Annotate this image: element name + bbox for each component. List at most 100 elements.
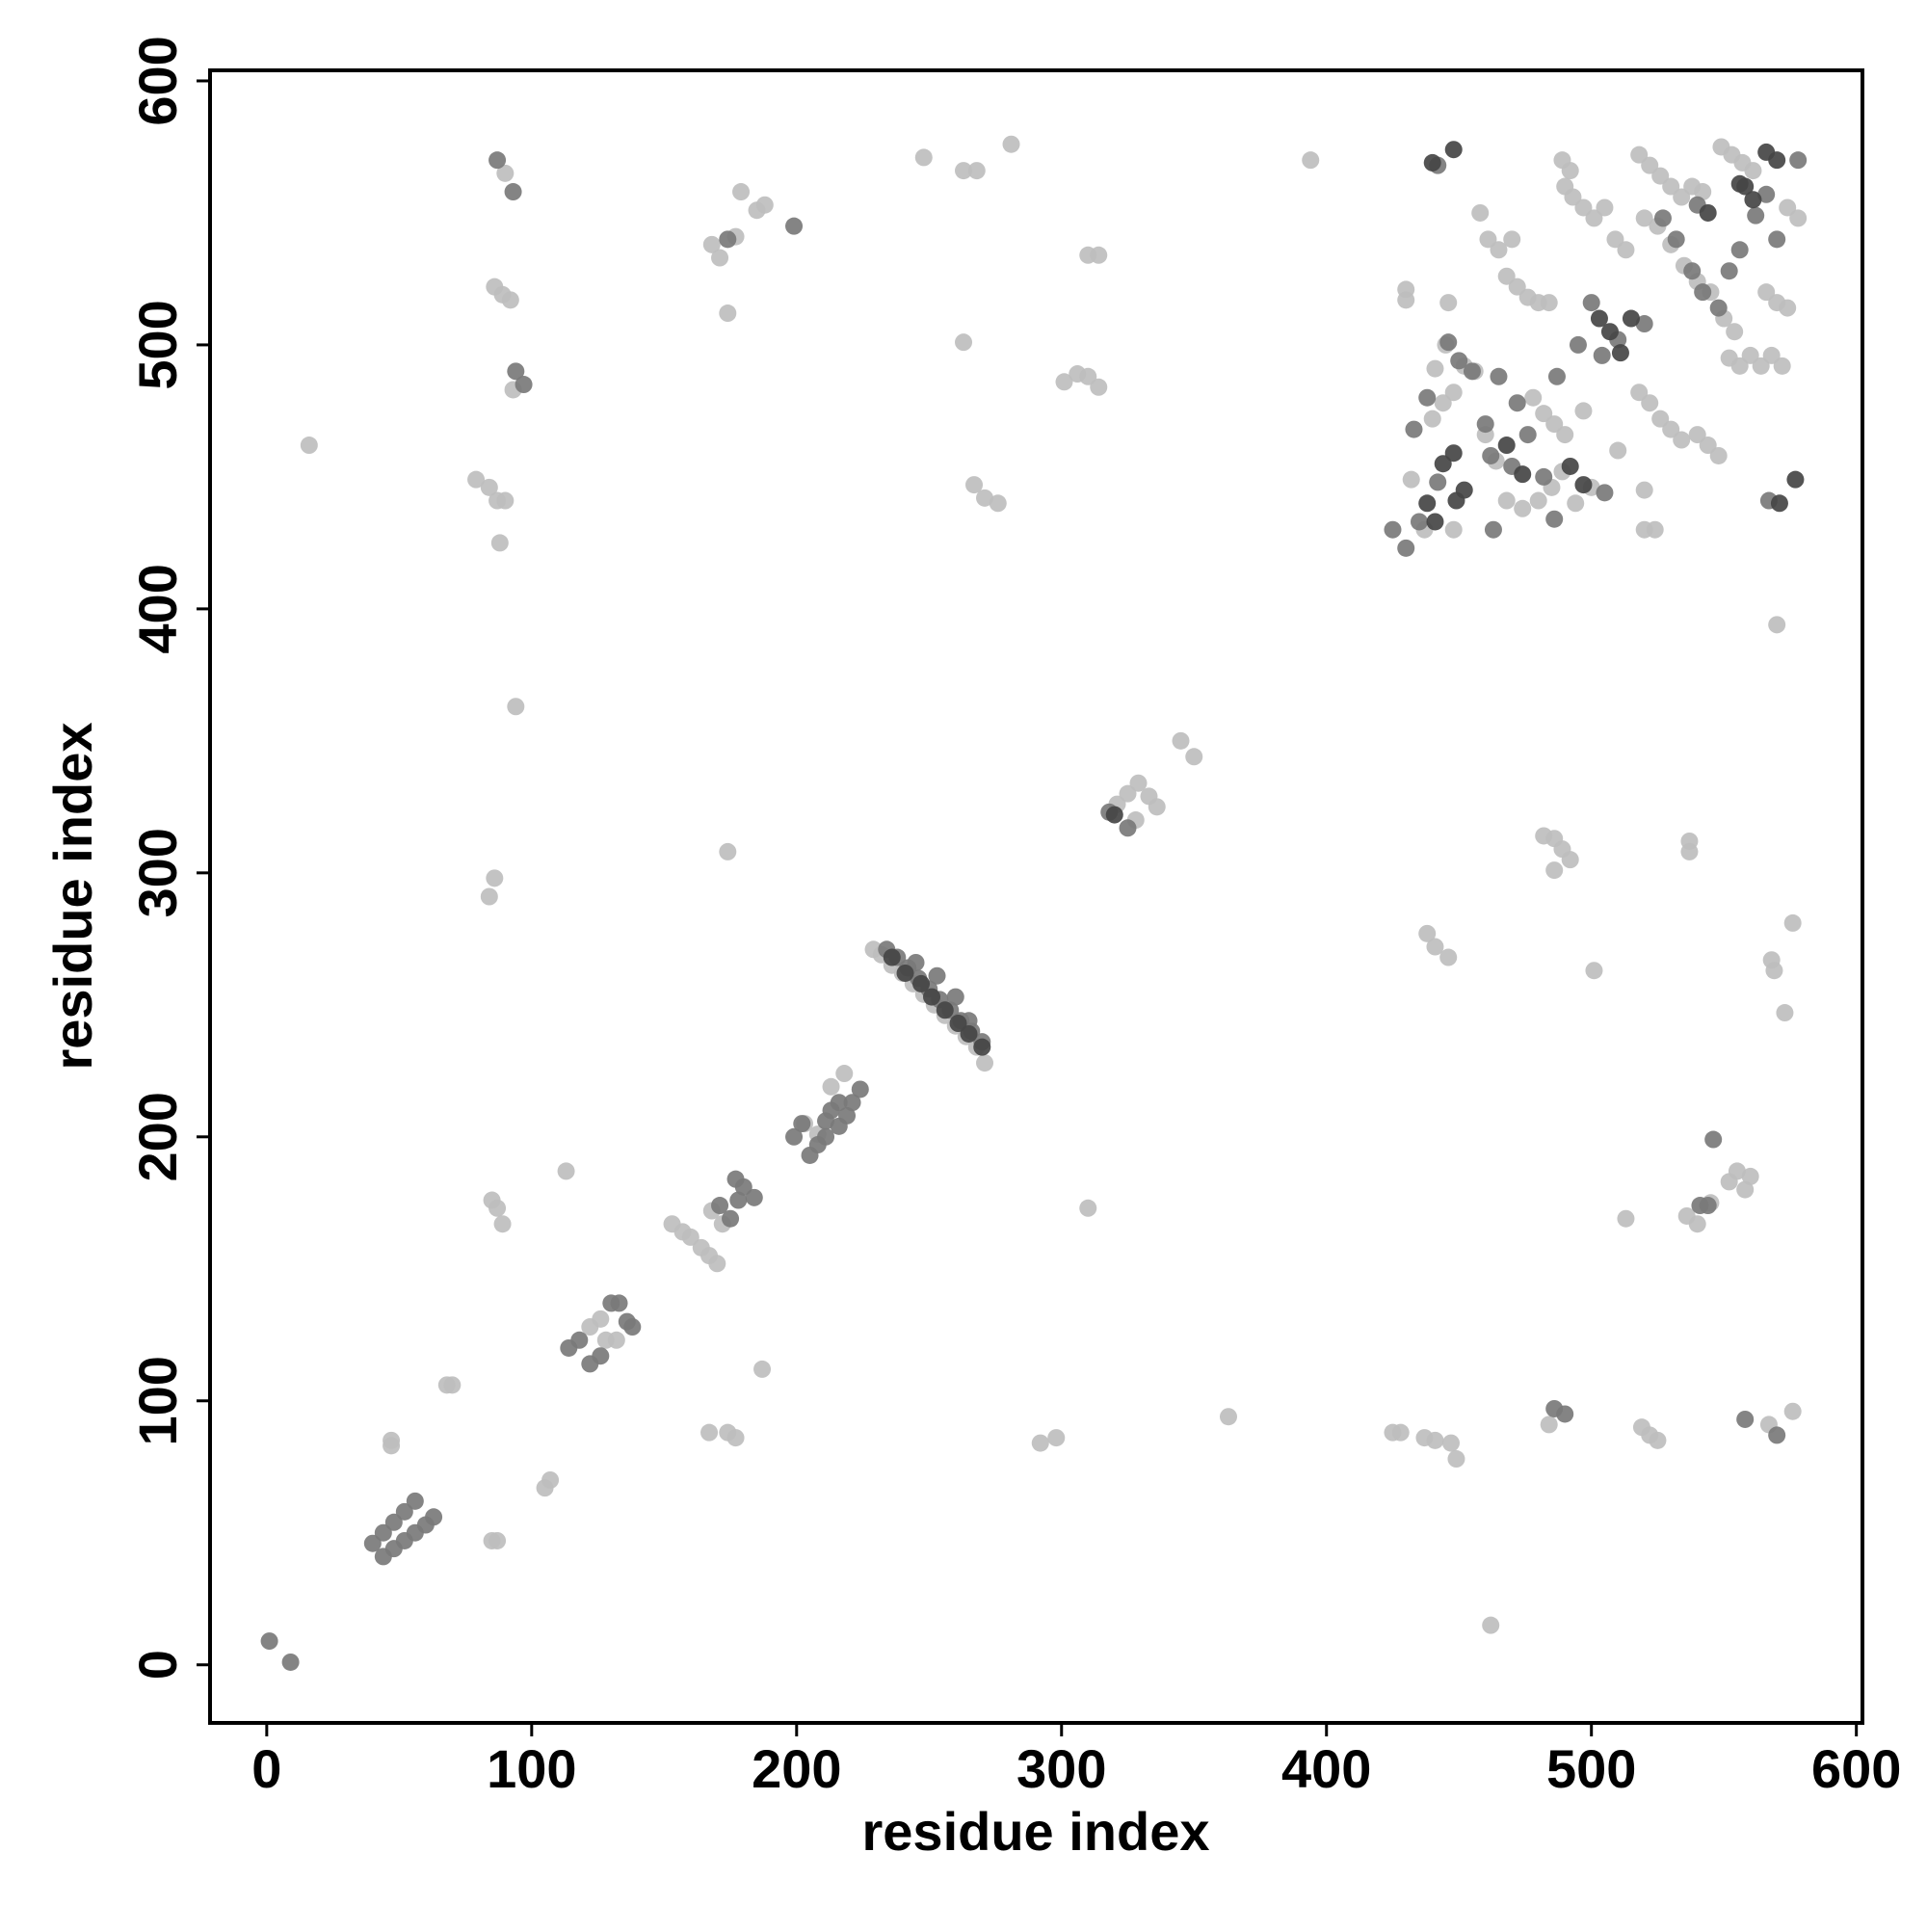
point xyxy=(785,217,804,235)
point xyxy=(501,291,519,309)
point xyxy=(557,1162,575,1180)
point xyxy=(1757,283,1776,302)
point xyxy=(976,489,994,507)
point xyxy=(1090,378,1108,396)
point xyxy=(1762,346,1781,364)
point xyxy=(1779,198,1797,217)
point xyxy=(1514,465,1532,484)
point xyxy=(726,1429,745,1447)
point xyxy=(1786,470,1805,489)
point xyxy=(711,1197,729,1215)
point xyxy=(1662,420,1680,438)
point xyxy=(726,1170,745,1188)
point xyxy=(1444,520,1463,539)
point xyxy=(1574,198,1593,217)
point xyxy=(711,249,729,267)
point xyxy=(1789,151,1808,170)
point xyxy=(1444,141,1463,159)
point xyxy=(965,476,984,494)
point xyxy=(1397,291,1415,309)
point xyxy=(1709,299,1728,317)
point xyxy=(1426,938,1444,956)
point xyxy=(1508,394,1526,412)
x-tick-label: 400 xyxy=(1281,1738,1371,1799)
point xyxy=(1593,346,1611,364)
point xyxy=(1302,151,1320,170)
point xyxy=(1770,494,1788,513)
point xyxy=(1673,431,1691,449)
point xyxy=(1635,209,1653,227)
point xyxy=(467,470,486,489)
point xyxy=(793,1115,811,1133)
point xyxy=(1768,616,1786,634)
point xyxy=(907,953,925,971)
point xyxy=(1090,246,1108,264)
point xyxy=(1556,1405,1574,1423)
point xyxy=(1564,188,1582,206)
point xyxy=(976,1054,994,1072)
point xyxy=(406,1492,424,1510)
y-tick-label: 300 xyxy=(127,828,188,917)
point xyxy=(1673,188,1691,206)
point xyxy=(1569,335,1587,354)
point xyxy=(1783,1402,1802,1420)
point xyxy=(1002,135,1020,153)
y-tick-label: 200 xyxy=(127,1092,188,1181)
point xyxy=(1055,373,1073,391)
point xyxy=(1079,1199,1097,1217)
point xyxy=(851,1080,869,1098)
x-tick-label: 300 xyxy=(1016,1738,1106,1799)
point xyxy=(967,162,986,180)
point xyxy=(1582,294,1600,312)
x-tick-label: 600 xyxy=(1811,1738,1901,1799)
point xyxy=(1423,410,1441,428)
point xyxy=(1699,437,1717,455)
point xyxy=(722,1209,740,1228)
point xyxy=(1479,230,1497,249)
point xyxy=(1545,510,1564,528)
point xyxy=(1680,842,1699,860)
point xyxy=(1699,203,1717,222)
point xyxy=(1185,748,1203,766)
x-tick-label: 200 xyxy=(752,1738,841,1799)
point xyxy=(719,842,737,860)
point xyxy=(1585,209,1603,227)
point xyxy=(960,1024,978,1043)
point xyxy=(1694,283,1712,302)
point xyxy=(835,1065,854,1083)
point xyxy=(1773,357,1791,375)
point xyxy=(1444,444,1463,463)
point xyxy=(1426,513,1444,531)
point xyxy=(1418,388,1437,407)
point xyxy=(507,698,525,716)
point xyxy=(1397,539,1415,557)
point xyxy=(732,183,751,201)
point xyxy=(1596,484,1614,502)
point xyxy=(1651,410,1670,428)
point xyxy=(570,1331,589,1349)
point xyxy=(1704,1130,1723,1149)
point xyxy=(1423,153,1441,172)
point xyxy=(955,162,973,180)
point xyxy=(1508,278,1526,296)
point xyxy=(1031,1434,1049,1452)
point xyxy=(1590,309,1608,328)
point xyxy=(1617,241,1635,259)
point xyxy=(1545,415,1564,434)
x-tick-label: 0 xyxy=(251,1738,281,1799)
point xyxy=(1524,388,1543,407)
point xyxy=(708,1255,726,1273)
point xyxy=(914,148,933,167)
point xyxy=(1490,367,1508,385)
point xyxy=(1736,1180,1755,1199)
point xyxy=(1418,494,1437,513)
point xyxy=(1641,156,1659,174)
point xyxy=(1728,1162,1746,1180)
y-tick-label: 400 xyxy=(127,564,188,653)
point xyxy=(1148,798,1166,816)
point xyxy=(896,964,914,982)
point xyxy=(923,988,941,1006)
point xyxy=(1444,384,1463,402)
x-tick-label: 100 xyxy=(487,1738,576,1799)
